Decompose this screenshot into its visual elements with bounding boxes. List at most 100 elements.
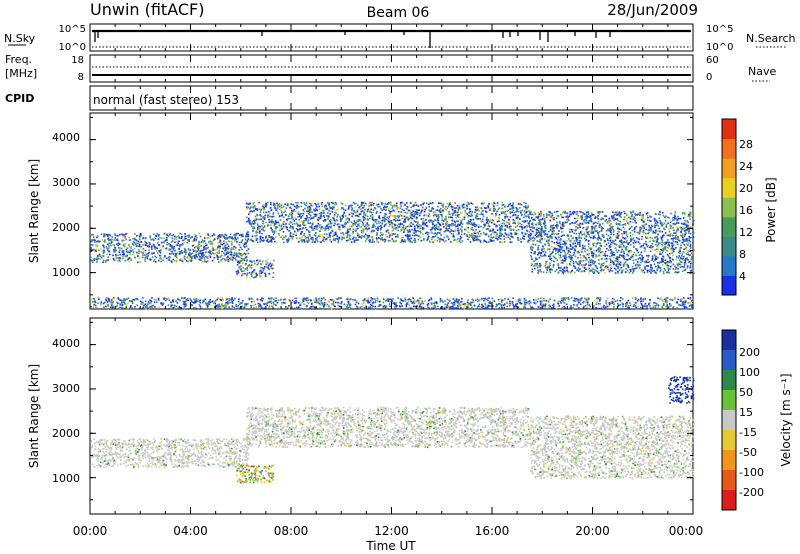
echo-cell: [201, 252, 203, 254]
echo-cell: [408, 223, 411, 226]
echo-cell: [434, 232, 437, 235]
echo-cell: [624, 249, 627, 251]
echo-cell: [558, 242, 561, 244]
echo-cell: [277, 221, 279, 223]
echo-cell: [327, 227, 329, 229]
echo-cell: [183, 249, 186, 251]
echo-cell: [99, 255, 102, 258]
echo-cell: [509, 232, 512, 234]
echo-cell: [376, 240, 378, 243]
echo-cell: [285, 218, 288, 221]
echo-cell: [133, 237, 136, 240]
echo-cell: [456, 220, 458, 222]
echo-cell: [425, 206, 428, 209]
echo-cell: [246, 241, 248, 244]
echo-cell: [572, 262, 575, 265]
echo-cell: [476, 213, 478, 215]
echo-cell: [479, 206, 482, 209]
echo-cell: [290, 217, 293, 220]
echo-cell: [564, 222, 566, 224]
echo-cell: [688, 230, 690, 232]
echo-cell: [259, 269, 262, 272]
echo-cell: [414, 232, 417, 234]
echo-cell: [203, 245, 205, 248]
echo-cell: [626, 217, 628, 220]
echo-cell: [267, 267, 270, 270]
echo-cell: [378, 217, 381, 220]
echo-cell: [675, 238, 677, 240]
echo-cell: [299, 213, 301, 215]
echo-cell: [647, 232, 649, 235]
echo-cell: [246, 220, 248, 223]
echo-cell: [475, 209, 477, 211]
echo-cell: [529, 229, 532, 231]
echo-cell: [685, 243, 688, 245]
echo-cell: [504, 232, 507, 234]
echo-cell: [536, 232, 539, 234]
echo-cell: [605, 233, 608, 236]
echo-cell: [203, 247, 205, 249]
echo-cell: [575, 245, 577, 247]
echo-cell: [241, 259, 244, 261]
echo-cell: [369, 217, 371, 220]
echo-cell: [190, 253, 193, 255]
echo-cell: [506, 226, 509, 228]
echo-cell: [260, 270, 262, 273]
echo-cell: [331, 229, 333, 232]
echo-cell: [96, 258, 98, 261]
echo-cell: [153, 244, 155, 246]
echo-cell: [611, 252, 613, 255]
echo-cell: [583, 256, 586, 258]
echo-cell: [592, 243, 594, 245]
echo-cell: [424, 224, 427, 226]
echo-cell: [311, 228, 313, 231]
echo-cell: [136, 242, 139, 245]
echo-cell: [291, 237, 294, 240]
echo-cell: [224, 253, 227, 256]
echo-cell: [174, 250, 176, 252]
echo-cell: [337, 239, 340, 242]
echo-cell: [608, 229, 611, 232]
echo-cell: [370, 230, 373, 233]
echo-cell: [139, 261, 141, 263]
echo-cell: [457, 220, 459, 222]
echo-cell: [280, 209, 283, 212]
echo-cell: [363, 235, 366, 237]
echo-cell: [459, 217, 461, 219]
echo-cell: [172, 234, 175, 236]
echo-cell: [343, 212, 346, 214]
echo-cell: [289, 238, 291, 240]
echo-cell: [671, 219, 674, 222]
echo-cell: [185, 237, 187, 240]
echo-cell: [682, 241, 684, 244]
echo-cell: [160, 257, 162, 260]
echo-cell: [384, 224, 386, 226]
echo-cell: [342, 213, 345, 216]
echo-cell: [686, 237, 689, 240]
echo-cell: [689, 240, 692, 243]
echo-cell: [617, 234, 620, 237]
echo-cell: [685, 225, 688, 227]
echo-cell: [195, 255, 197, 257]
echo-cell: [539, 234, 542, 237]
echo-cell: [372, 239, 374, 241]
echo-cell: [552, 255, 555, 258]
echo-cell: [660, 257, 663, 260]
echo-cell: [634, 227, 636, 229]
echo-cell: [501, 241, 503, 243]
echo-cell: [226, 259, 228, 261]
echo-cell: [422, 228, 424, 230]
echo-cell: [232, 248, 235, 250]
echo-cell: [590, 259, 593, 261]
echo-cell: [96, 236, 99, 239]
echo-cell: [412, 223, 414, 226]
echo-cell: [179, 246, 181, 248]
echo-cell: [550, 225, 552, 227]
echo-cell: [301, 214, 304, 217]
echo-cell: [227, 260, 230, 262]
echo-cell: [583, 266, 586, 269]
echo-cell: [404, 204, 406, 206]
echo-cell: [642, 256, 645, 259]
echo-cell: [362, 206, 365, 209]
echo-cell: [245, 238, 248, 241]
